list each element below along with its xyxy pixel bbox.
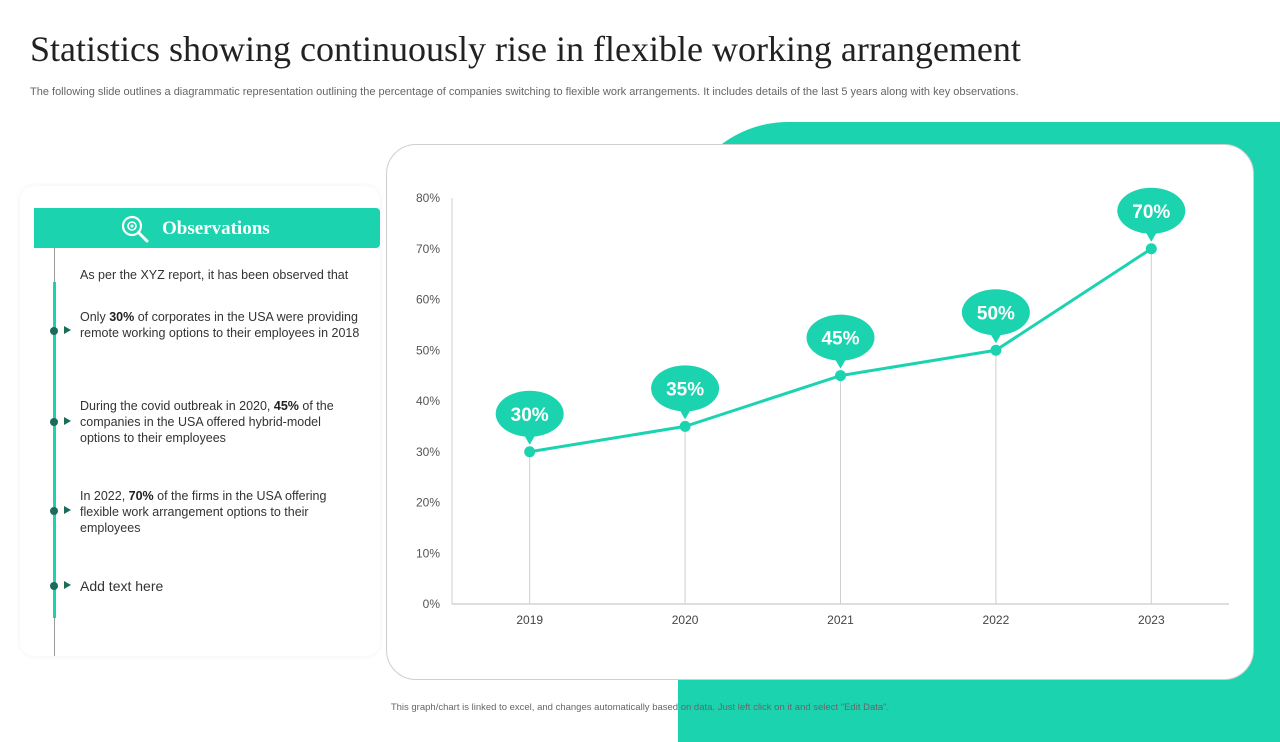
data-label-pointer [678,407,693,420]
x-tick-label: 2019 [516,613,543,627]
data-label: 70% [1132,202,1170,223]
observations-header: Observations [34,208,380,248]
data-label: 50% [977,303,1015,324]
y-tick-label: 30% [416,445,440,459]
y-tick-label: 20% [416,496,440,510]
data-point [835,370,846,382]
data-label-pointer [988,331,1003,344]
bullet-marker [50,325,78,337]
y-tick-label: 10% [416,546,440,560]
chart-card: 0% 10% 20% 30% 40% 50% 60% 70% 80% 2019 2020 2021 20… [386,144,1254,680]
data-label-pointer [833,356,848,369]
x-tick-label: 2021 [827,613,854,627]
data-point [524,446,536,458]
data-label-bubble [961,289,1030,336]
line-chart[interactable]: 0% 10% 20% 30% 40% 50% 60% 70% 80% 2019 2020 2021 20… [387,145,1253,679]
bullet-marker [50,505,78,517]
data-label-bubble [495,390,564,437]
x-tick-label: 2022 [983,613,1010,627]
timeline-accent-line [53,282,56,618]
data-label-bubble [651,365,720,412]
page-subtitle: The following slide outlines a diagramma… [30,86,1019,98]
data-label: 35% [666,379,704,400]
y-tick-label: 60% [416,293,440,307]
data-label-pointer [1144,229,1159,242]
observations-intro: As per the XYZ report, it has been obser… [80,268,349,282]
search-magnifier-icon [120,214,150,249]
data-point [1145,243,1157,255]
data-label-bubble [806,314,875,361]
data-label-bubble [1117,187,1186,234]
footer-note: This graph/chart is linked to excel, and… [390,702,890,713]
observations-heading: Observations [162,218,270,239]
data-point [679,420,691,432]
observation-item-3: In 2022, 70% of the firms in the USA off… [80,489,327,535]
y-tick-label: 50% [416,343,440,357]
data-label-pointer [522,432,537,445]
observation-item-2: During the covid outbreak in 2020, 45% o… [80,399,334,445]
y-tick-label: 40% [416,394,440,408]
data-label: 45% [821,329,859,350]
bullet-marker [50,416,78,428]
x-tick-label: 2020 [672,613,699,627]
bullet-marker [50,580,78,592]
y-tick-label: 0% [423,597,441,611]
data-point [990,344,1002,356]
observations-card [20,186,380,656]
y-tick-label: 80% [416,191,440,205]
y-tick-label: 70% [416,242,440,256]
observation-item-1: Only 30% of corporates in the USA were p… [80,310,360,340]
page-title: Statistics showing continuously rise in … [30,29,1021,69]
x-tick-label: 2023 [1138,613,1165,627]
data-label: 30% [511,405,549,426]
add-text-placeholder[interactable]: Add text here [80,578,164,594]
